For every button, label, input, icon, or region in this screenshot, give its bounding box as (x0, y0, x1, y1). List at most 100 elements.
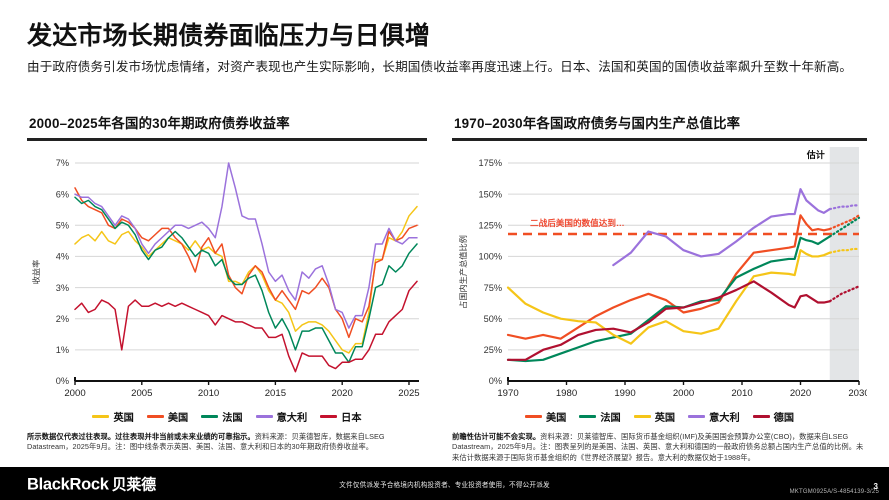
x-axis-tick-label: 2020 (790, 388, 811, 399)
x-axis-tick-label: 1990 (614, 388, 635, 399)
x-axis-tick-label: 2020 (332, 388, 353, 399)
series-forecast-line (828, 247, 861, 254)
blackrock-logo: BlackRock 贝莱德 (27, 473, 156, 494)
y-axis-tick-label: 50% (484, 313, 502, 323)
y-axis-tick-label: 100% (479, 251, 503, 261)
page-subtitle: 由于政府债务引发市场忧虑情绪，对资产表现也产生实际影响，长期国债收益率再度迅速上… (27, 59, 853, 74)
header: 发达市场长期债券面临压力与日俱增 由于政府债务引发市场忧虑情绪，对资产表现也产生… (27, 22, 867, 77)
series-forecast-line (828, 203, 861, 210)
legend-label: 日本 (341, 412, 362, 424)
mktg-code: MKTGM0925A/S-4854139-3/25 (789, 489, 879, 495)
legend-color-swatch (688, 414, 706, 418)
y-axis-tick-label: 0% (489, 376, 502, 386)
y-axis-tick-label: 3% (56, 282, 69, 292)
legend-color-swatch (633, 414, 651, 418)
y-axis-tick-label: 75% (484, 282, 502, 292)
x-axis-tick-label: 2010 (731, 388, 752, 399)
series-line (506, 248, 831, 345)
left-chart-title: 2000–2025年各国的30年期政府债券收益率 (29, 116, 290, 131)
left-legend-item[interactable]: 意大利 (255, 409, 308, 424)
legend-color-swatch (752, 414, 770, 418)
legend-label: 意大利 (276, 412, 308, 424)
legend-label: 法国 (222, 412, 243, 424)
legend-color-swatch (92, 414, 110, 418)
x-axis-tick-label: 1970 (497, 388, 518, 399)
left-chart-legend: 英国 美国 法国 意大利 日本 (27, 409, 427, 424)
series-line (74, 186, 418, 338)
right-legend-item[interactable]: 德国 (752, 409, 795, 424)
footer-bar: BlackRock 贝莱德 文件仅供派发予合格境内机构投资者、专业投资者使用，不得… (0, 467, 889, 500)
y-axis-tick-label: 25% (484, 345, 502, 355)
right-footnote-bold: 前瞻性估计可能不会实现。 (452, 431, 541, 441)
legend-color-swatch (579, 414, 597, 418)
series-forecast-line (828, 213, 861, 230)
left-title-rule (27, 138, 427, 141)
series-line (612, 187, 831, 266)
brand-name-cn: 贝莱德 (111, 476, 156, 493)
estimate-label: 估计 (806, 149, 825, 160)
legend-label: 英国 (654, 412, 676, 424)
page-number: 3 (873, 482, 878, 491)
series-line (74, 280, 418, 372)
y-axis-tick-label: 150% (479, 189, 503, 199)
y-axis-tick-label: 125% (479, 220, 503, 230)
right-chart-panel: 1970–2030年各国政府债务与国内生产总值比率 估计 0% 25% 50% 75% 1… (452, 112, 867, 464)
legend-label: 法国 (600, 412, 621, 424)
left-chart-footnote: 所示数据仅代表过往表现。过往表现并非当前或未来业绩的可靠指示。资料来源：贝莱德智… (27, 432, 427, 454)
series-forecast-line (828, 284, 861, 302)
y-axis-tick-label: 175% (479, 158, 503, 168)
x-axis-tick-label: 2030 (848, 388, 867, 399)
y-axis-tick-label: 2% (56, 313, 69, 323)
x-axis-tick-label: 2000 (64, 388, 85, 399)
right-chart-title: 1970–2030年各国政府债务与国内生产总值比率 (454, 116, 741, 131)
series-line (506, 213, 831, 340)
brand-name-en: BlackRock (27, 475, 109, 493)
left-legend-item[interactable]: 法国 (201, 409, 243, 424)
page-title: 发达市场长期债券面临压力与日俱增 (27, 22, 431, 50)
series-line (506, 279, 831, 361)
legend-label: 德国 (773, 412, 795, 424)
legend-label: 美国 (167, 412, 189, 424)
legend-color-swatch (524, 414, 542, 418)
right-chart-footnote: 前瞻性估计可能不会实现。资料来源：贝莱德智库、国际货币基金组织(IMF)及美国国… (452, 432, 867, 465)
right-title-rule (452, 138, 867, 141)
right-plot-area: 估计 0% 25% 50% 75% 100% 125% 150% 175% 占国内生产总值比例 二战… (452, 145, 867, 407)
x-axis-tick-label: 2015 (265, 388, 286, 399)
left-legend-item[interactable]: 美国 (146, 409, 189, 424)
legend-label: 意大利 (709, 412, 740, 424)
estimate-band (829, 146, 859, 381)
series-forecast-line (828, 216, 861, 238)
y-axis-tick-label: 7% (56, 158, 69, 168)
y-axis-tick-label: 0% (56, 376, 69, 386)
y-axis-tick-label: 5% (56, 220, 69, 230)
left-legend-item[interactable]: 日本 (320, 409, 362, 424)
x-axis-tick-label: 2010 (198, 388, 219, 399)
y-axis-tick-label: 6% (56, 189, 69, 199)
y-axis-tick-label: 1% (56, 345, 69, 355)
right-legend-item[interactable]: 英国 (633, 409, 676, 424)
right-legend-item[interactable]: 法国 (579, 409, 621, 424)
left-line-chart: 0% 1% 2% 3% 4% 5% 6% 7% 收益率 2000 2005 2010 2015 2020 2… (31, 158, 420, 399)
footer-disclaimer: 文件仅供派发予合格境内机构投资者、专业投资者使用，不得公开派发 (339, 481, 550, 489)
x-axis-tick-label: 2025 (398, 388, 419, 399)
legend-label: 英国 (113, 412, 134, 424)
series-line (74, 205, 418, 354)
right-legend-item[interactable]: 意大利 (688, 409, 740, 424)
y-axis-title: 收益率 (31, 259, 41, 284)
left-footnote-bold: 所示数据仅代表过往表现。过往表现并非当前或未来业绩的可靠指示。 (27, 431, 255, 441)
left-footnote-rest: 资料来源：贝莱德智库，数据来自LSEG Datastream，2025年9月。注… (27, 431, 385, 452)
x-axis-tick-label: 2000 (673, 388, 694, 399)
y-axis-tick-label: 4% (56, 251, 69, 261)
x-axis-tick-label: 1980 (556, 388, 577, 399)
legend-label: 美国 (545, 412, 567, 424)
right-legend-item[interactable]: 美国 (524, 409, 567, 424)
y-axis-title: 占国内生产总值比例 (458, 235, 468, 309)
right-chart-legend: 美国 法国 英国 意大利 德国 (452, 409, 867, 424)
legend-color-swatch (146, 414, 164, 418)
x-axis-tick-label: 2005 (131, 388, 152, 399)
left-legend-item[interactable]: 英国 (92, 409, 134, 424)
legend-color-swatch (320, 414, 338, 418)
legend-color-swatch (255, 414, 273, 418)
series-line (74, 196, 418, 363)
